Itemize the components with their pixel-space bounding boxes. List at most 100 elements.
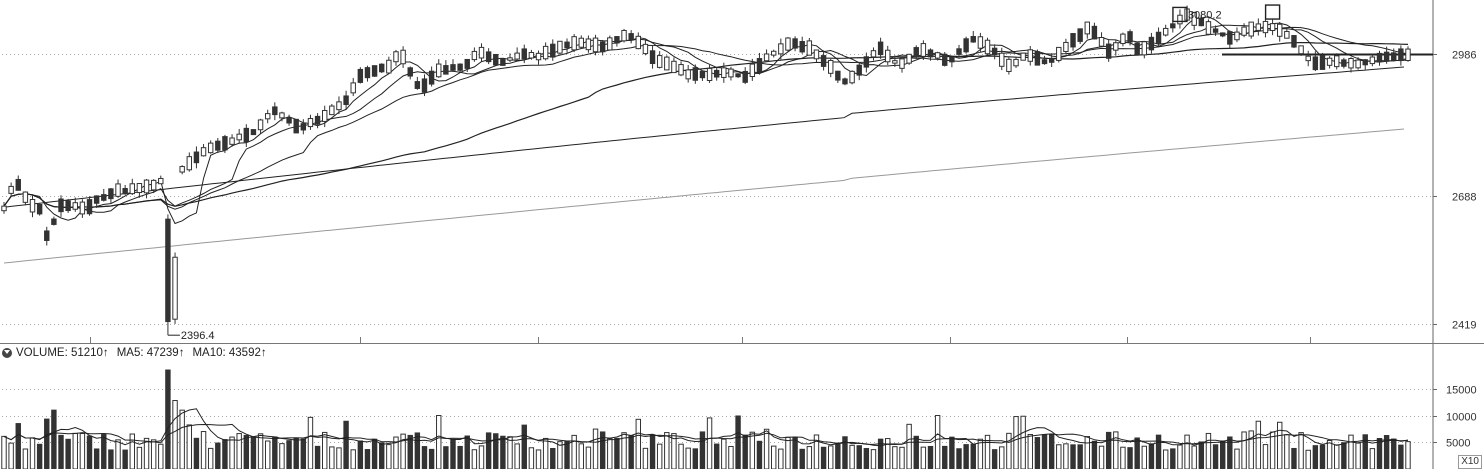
candle-body (322, 110, 328, 122)
candlestick (1391, 48, 1397, 62)
volume-bar (870, 449, 877, 470)
candlestick (713, 67, 720, 81)
volume-bar (828, 445, 834, 470)
ma10-label: MA10: 43592↑ (192, 347, 267, 359)
candle-body (371, 65, 378, 77)
candle-body (307, 118, 314, 128)
volume-bar (357, 440, 364, 470)
candlestick (1006, 57, 1012, 75)
volume-bar (963, 444, 969, 470)
candlestick (792, 36, 798, 52)
candlestick (592, 34, 599, 56)
volume-bar (93, 448, 100, 470)
candlestick (421, 74, 428, 97)
volume-bar (279, 443, 285, 470)
collapse-toggle-icon[interactable] (2, 348, 12, 358)
volume-bar (36, 443, 43, 470)
candle-body (870, 50, 877, 58)
volume-bar (592, 428, 599, 470)
candlestick (692, 64, 699, 84)
candlestick (186, 152, 193, 172)
volume-bar (15, 423, 21, 470)
candlestick (1198, 14, 1205, 27)
low-price-label: 2396.4 (181, 330, 215, 342)
volume-tick-label: 15000 (1446, 385, 1477, 397)
candle-body (36, 203, 43, 215)
candle-body (286, 117, 292, 124)
candle-body (507, 57, 513, 61)
candle-body (1341, 59, 1347, 67)
volume-bar (706, 417, 713, 470)
candlestick (514, 47, 520, 61)
candlestick (521, 44, 527, 64)
candle-body (906, 53, 912, 64)
volume-bar (101, 434, 107, 470)
candlestick (1120, 32, 1126, 47)
volume-bar (770, 445, 777, 470)
volume-bar (664, 432, 670, 470)
volume-bar (1355, 442, 1361, 470)
candle-body (1063, 41, 1069, 52)
candlestick (243, 124, 250, 147)
candlestick (29, 194, 36, 218)
candlestick (165, 214, 171, 336)
volume-bar (678, 443, 684, 470)
volume-bar (44, 418, 50, 470)
candlestick (79, 199, 86, 218)
candlestick (1091, 22, 1098, 40)
volume-bar (756, 440, 763, 470)
candle-body (621, 29, 627, 42)
candle-body (279, 112, 285, 119)
candlestick (179, 165, 185, 175)
candlestick (22, 191, 29, 206)
candlestick (1334, 53, 1340, 70)
candlestick (257, 118, 264, 134)
candle-body (699, 70, 706, 79)
volume-bar (386, 444, 392, 470)
candle-body (706, 67, 713, 82)
candlestick (1355, 57, 1361, 70)
candlestick-layer (1, 5, 1411, 336)
candle-body (1098, 37, 1105, 47)
volume-bar (721, 438, 727, 470)
volume-bar (1234, 448, 1240, 470)
candlestick (15, 175, 21, 191)
volume-bar (1077, 444, 1083, 470)
candlestick (329, 104, 335, 116)
candlestick (1227, 30, 1233, 49)
candlestick (322, 105, 328, 128)
candlestick (1013, 56, 1019, 68)
candle-body (578, 37, 584, 48)
candlestick (763, 49, 770, 62)
volume-bar (1334, 444, 1340, 470)
candlestick (1177, 9, 1183, 29)
candlestick (1362, 59, 1368, 70)
candlestick (1148, 32, 1155, 54)
volume-bar (507, 436, 513, 470)
volume-bar (143, 437, 150, 470)
candle-body (535, 52, 542, 61)
candle-body (557, 40, 563, 54)
candlestick (1341, 57, 1347, 69)
candlestick (44, 226, 50, 246)
volume-bar (222, 439, 228, 470)
candle-body (664, 56, 670, 71)
candlestick (493, 53, 499, 66)
candlestick (122, 184, 128, 195)
candlestick (813, 49, 820, 63)
candlestick (193, 146, 200, 169)
candle-body (158, 177, 164, 185)
candle-body (8, 185, 14, 194)
volume-bar (649, 434, 656, 470)
candle-body (58, 198, 64, 213)
candle-body (65, 200, 71, 212)
candlestick (272, 102, 278, 121)
volume-bar (1162, 449, 1169, 470)
volume-bar (343, 420, 349, 470)
candle-body (300, 123, 307, 131)
candle-body (193, 151, 200, 164)
candle-body (1013, 58, 1019, 67)
candle-body (1077, 28, 1083, 42)
candle-body (1262, 20, 1269, 34)
candlestick (1262, 17, 1269, 38)
